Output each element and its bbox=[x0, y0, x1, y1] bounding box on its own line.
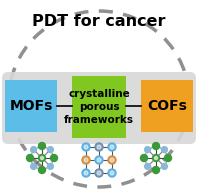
Circle shape bbox=[38, 167, 46, 174]
Circle shape bbox=[110, 145, 114, 149]
Circle shape bbox=[31, 163, 37, 169]
Circle shape bbox=[108, 156, 116, 164]
Circle shape bbox=[145, 163, 150, 169]
Circle shape bbox=[165, 154, 171, 161]
Circle shape bbox=[38, 143, 46, 149]
Text: COFs: COFs bbox=[147, 99, 187, 113]
Circle shape bbox=[84, 158, 88, 162]
Circle shape bbox=[110, 158, 114, 162]
Circle shape bbox=[110, 171, 114, 175]
Circle shape bbox=[82, 143, 90, 151]
Circle shape bbox=[27, 154, 33, 161]
Text: crystalline
porous
frameworks: crystalline porous frameworks bbox=[64, 89, 134, 125]
Circle shape bbox=[38, 154, 46, 161]
Circle shape bbox=[95, 156, 103, 164]
Circle shape bbox=[145, 147, 150, 153]
Circle shape bbox=[84, 145, 88, 149]
Circle shape bbox=[40, 156, 44, 160]
Circle shape bbox=[152, 154, 160, 161]
Circle shape bbox=[95, 143, 103, 151]
Circle shape bbox=[141, 154, 148, 161]
Circle shape bbox=[48, 163, 53, 169]
FancyBboxPatch shape bbox=[141, 80, 193, 132]
Circle shape bbox=[97, 145, 101, 149]
Text: PDT for cancer: PDT for cancer bbox=[32, 15, 166, 29]
Circle shape bbox=[48, 147, 53, 153]
Circle shape bbox=[154, 156, 158, 160]
Circle shape bbox=[82, 156, 90, 164]
Circle shape bbox=[95, 169, 103, 177]
FancyBboxPatch shape bbox=[72, 76, 126, 138]
Circle shape bbox=[161, 163, 167, 169]
Circle shape bbox=[97, 158, 101, 162]
Circle shape bbox=[84, 171, 88, 175]
FancyBboxPatch shape bbox=[5, 80, 57, 132]
Circle shape bbox=[97, 171, 101, 175]
Circle shape bbox=[31, 147, 37, 153]
Circle shape bbox=[50, 154, 57, 161]
Circle shape bbox=[161, 147, 167, 153]
Text: MOFs: MOFs bbox=[9, 99, 53, 113]
Circle shape bbox=[108, 143, 116, 151]
Circle shape bbox=[152, 143, 160, 149]
Ellipse shape bbox=[9, 11, 189, 187]
Circle shape bbox=[152, 167, 160, 174]
Circle shape bbox=[82, 169, 90, 177]
FancyBboxPatch shape bbox=[2, 72, 196, 144]
Circle shape bbox=[108, 169, 116, 177]
